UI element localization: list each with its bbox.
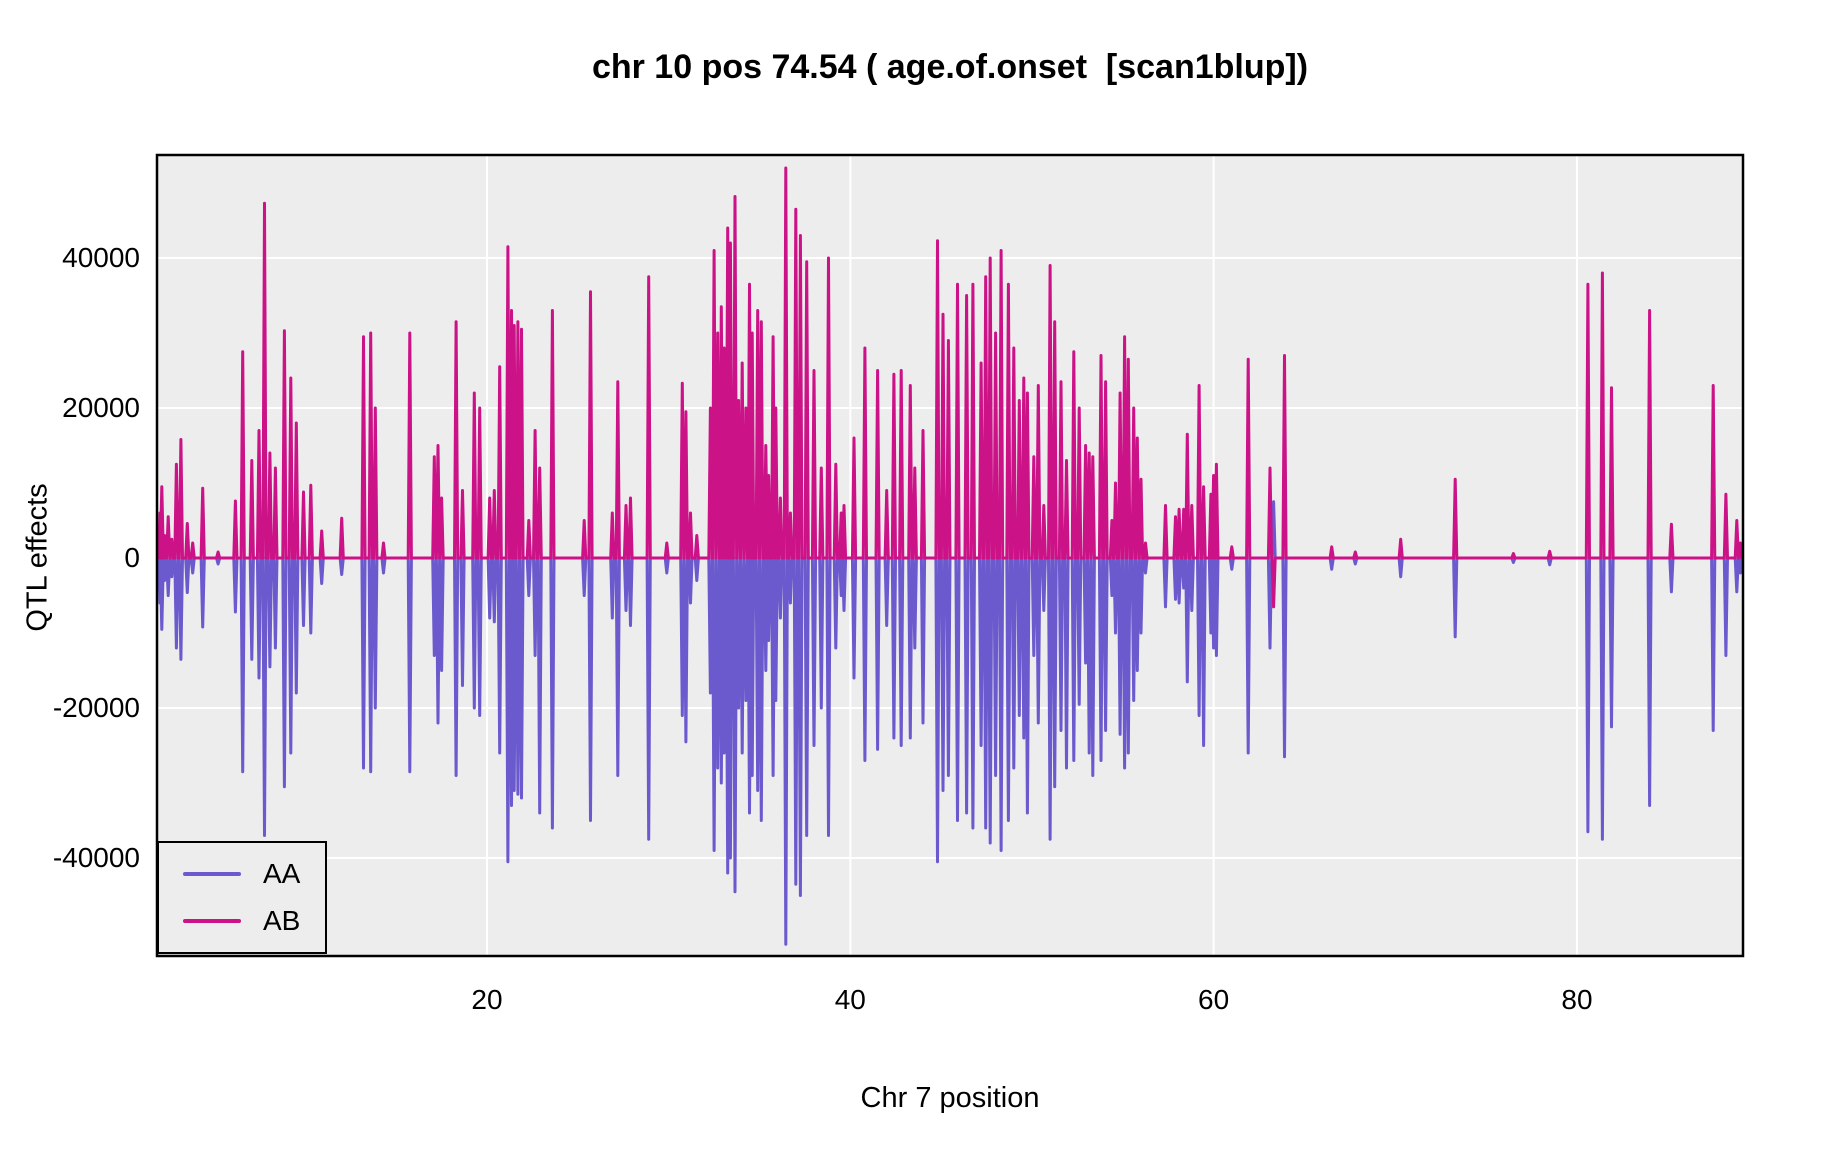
series-aa-line [157,500,1743,946]
y-tick-label: -20000 [52,692,140,723]
y-tick-label: 0 [124,542,140,573]
x-tick-label: 20 [471,984,503,1015]
y-tick-label: -40000 [52,842,140,873]
legend-entry-ab: AB [183,905,325,937]
legend-label-aa: AA [263,858,301,889]
y-tick-label: 20000 [62,392,140,423]
series-ab-line [157,166,1743,609]
x-tick-label: 80 [1561,984,1593,1015]
panel-border [155,153,1745,958]
x-tick-label: 60 [1198,984,1230,1015]
aa-line-swatch [183,872,241,876]
x-tick-label: 40 [834,984,866,1015]
y-tick-label: 40000 [62,242,140,273]
legend-label-ab: AB [263,905,301,936]
legend: AA AB [157,841,327,954]
legend-entry-aa: AA [183,858,325,890]
chart-title: chr 10 pos 74.54 ( age.of.onset [scan1bl… [591,48,1309,86]
ab-line-swatch [183,919,241,923]
x-axis-title: Chr 7 position [860,1082,1040,1114]
